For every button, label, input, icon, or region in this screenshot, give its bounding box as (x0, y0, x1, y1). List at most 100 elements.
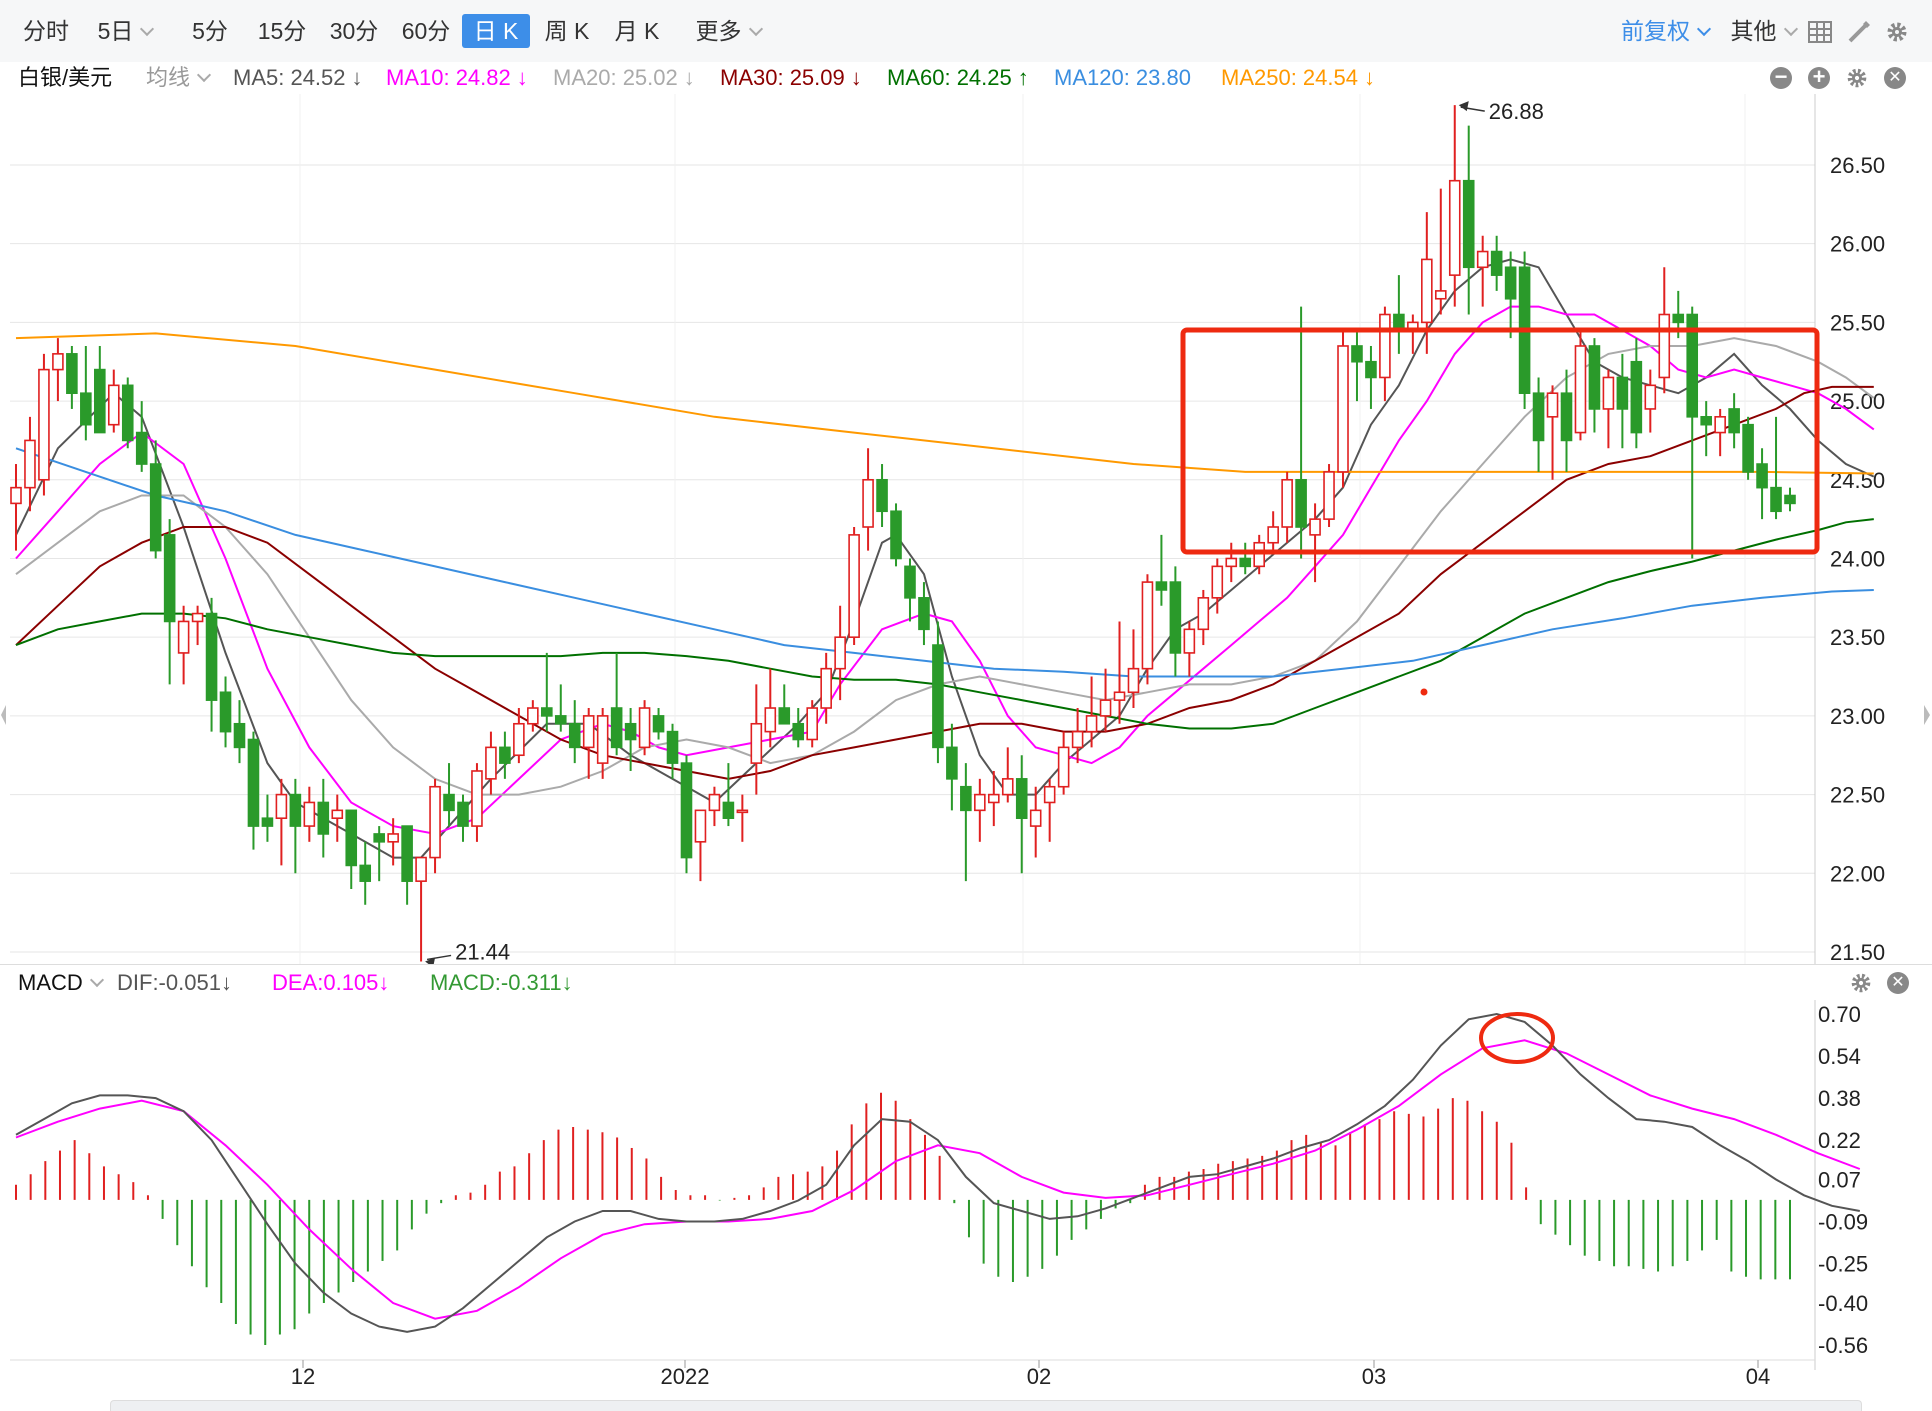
y-tick-label: 23.00 (1830, 704, 1885, 729)
candle-body (1574, 345, 1587, 434)
macd-y-tick-label: 0.07 (1818, 1168, 1861, 1193)
candle (1379, 306, 1391, 402)
candle (1476, 235, 1489, 307)
candle-body (1421, 258, 1433, 324)
tab-2[interactable]: 5分 (180, 14, 240, 48)
candle (638, 700, 651, 756)
macd-chart: 0.70 0.54 0.38 0.22 0.07 -0.09 -0.25 -0.40 -0.56… (10, 1000, 1868, 1389)
tab-9[interactable]: 更多 (680, 14, 776, 48)
tab-1[interactable]: 5日 (90, 14, 160, 48)
candle-body (177, 620, 190, 654)
trend-arrow: ↓ (516, 65, 528, 90)
candle (1784, 487, 1796, 512)
close-icon[interactable]: ✕ (1884, 67, 1906, 89)
candle (163, 519, 176, 685)
candle-body (163, 534, 176, 623)
left-scroll-handle[interactable] (0, 700, 8, 730)
candle-body (1225, 557, 1238, 568)
candle (764, 668, 777, 748)
candle (80, 345, 92, 441)
adjust-dropdown[interactable]: 前复权 (1610, 14, 1720, 48)
macd-settings-icon[interactable] (1850, 972, 1872, 994)
dea-line (15, 1039, 1861, 1320)
candle-body (946, 746, 958, 780)
cross-highlight-circle (1479, 1012, 1555, 1064)
macd-legend-item: DIF:-0.051↓ (117, 965, 232, 1001)
candle (38, 353, 50, 496)
candle-body (1099, 699, 1112, 717)
adjust-label: 前复权 (1621, 18, 1690, 44)
time-scrollbar[interactable] (110, 1400, 1862, 1411)
tab-5[interactable]: 60分 (390, 14, 462, 48)
candle (1071, 708, 1084, 764)
candle (1770, 416, 1782, 520)
candle-body (1714, 416, 1726, 434)
tab-0[interactable]: 分时 (18, 14, 74, 48)
candle-body (890, 510, 902, 560)
candle-body (1630, 360, 1643, 434)
candle (457, 794, 469, 842)
candle (1448, 105, 1461, 307)
y-tick-label: 24.00 (1830, 546, 1885, 571)
tab-3[interactable]: 15分 (246, 14, 318, 48)
candle-body (918, 597, 930, 631)
other-dropdown[interactable]: 其他 (1718, 14, 1808, 48)
grid-icon[interactable] (1808, 21, 1832, 43)
candle (191, 605, 204, 646)
macd-close-icon[interactable]: ✕ (1887, 972, 1909, 994)
draw-pen-icon[interactable] (1846, 19, 1872, 45)
candle-body (1742, 423, 1754, 473)
candle-body (1588, 345, 1601, 410)
candle (778, 684, 791, 725)
candle (24, 416, 36, 512)
tab-label: 周 K (544, 18, 590, 44)
candle (275, 778, 288, 866)
candle (806, 700, 819, 748)
candle (1462, 125, 1475, 315)
candle (247, 731, 260, 850)
candle (960, 763, 972, 882)
macd-selector[interactable]: MACD (18, 965, 104, 1001)
candle (1546, 385, 1559, 480)
candle (750, 684, 763, 795)
settings-gear-icon[interactable] (1884, 19, 1910, 45)
period-toolbar: 分时 5日 5分 15分 30分 60分日 K 周 K 月 K 更多 前复权 其他 (0, 0, 1932, 63)
candle-body (94, 368, 106, 434)
tab-7[interactable]: 周 K (532, 14, 602, 48)
ma20-line (15, 337, 1875, 796)
candle-body (554, 715, 567, 725)
candle-body (1127, 667, 1140, 694)
collapse-icon[interactable]: − (1770, 66, 1792, 89)
candle-body (1001, 778, 1014, 796)
tab-8[interactable]: 月 K (602, 14, 672, 48)
candle (918, 582, 930, 646)
tab-label: 15分 (257, 18, 307, 44)
ma-legend-item: MA30: 25.09 ↓ (720, 65, 862, 90)
candle-body (862, 478, 874, 528)
candle-body (289, 793, 302, 827)
candle (1155, 534, 1168, 606)
candle (680, 755, 693, 874)
tab-label: 月 K (614, 18, 660, 44)
candle-body (1434, 290, 1447, 300)
ma-legend-item: MA5: 24.52 ↓ (233, 65, 363, 90)
candle-body (638, 707, 651, 749)
ma-selector[interactable]: 均线 (146, 62, 212, 94)
panel-settings-icon[interactable] (1846, 67, 1868, 89)
macd-y-tick-label: 0.70 (1818, 1002, 1861, 1027)
candle-body (624, 722, 637, 741)
right-scroll-handle[interactable] (1922, 700, 1932, 730)
candle-body (107, 384, 120, 426)
candle (415, 856, 427, 962)
expand-icon[interactable]: + (1808, 66, 1830, 89)
tab-6[interactable]: 日 K (462, 14, 530, 48)
candle-body (471, 770, 483, 827)
tab-4[interactable]: 30分 (318, 14, 390, 48)
candle-body (387, 833, 399, 843)
candle-body (1337, 345, 1349, 473)
candle-body (1490, 250, 1503, 276)
candle (904, 558, 916, 622)
macd-legend-item: DEA:0.105↓ (272, 965, 389, 1001)
candle (596, 708, 609, 779)
macd-legend-bar: MACD DIF:-0.051↓ DEA:0.105↓ MACD:-0.311↓ ✕ (0, 964, 1932, 1001)
